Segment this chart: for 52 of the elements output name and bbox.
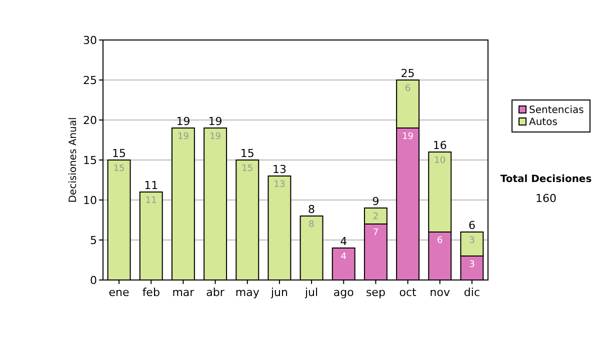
data-label: 3 bbox=[469, 236, 475, 246]
legend-label: Sentencias bbox=[529, 105, 584, 116]
total-label: 9 bbox=[372, 195, 380, 208]
y-tick-label: 30 bbox=[83, 34, 97, 47]
x-tick-label: feb bbox=[142, 286, 160, 299]
total-label: 8 bbox=[308, 203, 316, 216]
total-label: 25 bbox=[400, 67, 415, 80]
data-label: 8 bbox=[308, 220, 315, 230]
data-label: 11 bbox=[145, 196, 157, 206]
x-tick-label: dic bbox=[464, 286, 480, 299]
y-tick-label: 10 bbox=[83, 194, 97, 207]
x-tick-label: may bbox=[235, 286, 260, 299]
y-tick-label: 0 bbox=[90, 274, 97, 287]
total-label: 19 bbox=[208, 115, 222, 128]
x-tick-label: jul bbox=[304, 286, 318, 299]
total-label: 15 bbox=[112, 147, 126, 160]
data-label: 15 bbox=[242, 164, 254, 174]
total-label: 13 bbox=[272, 163, 286, 176]
x-tick-label: jun bbox=[270, 286, 288, 299]
total-label: 15 bbox=[240, 147, 254, 160]
x-tick-label: mar bbox=[172, 286, 195, 299]
total-label: 16 bbox=[432, 139, 447, 152]
data-label: 19 bbox=[210, 132, 222, 142]
y-tick-label: 20 bbox=[83, 114, 97, 127]
data-label: 6 bbox=[404, 84, 411, 94]
total-label: 19 bbox=[176, 115, 190, 128]
total-label: 6 bbox=[468, 219, 476, 232]
data-label: 19 bbox=[402, 132, 414, 142]
legend-label: Autos bbox=[529, 117, 558, 128]
x-tick-label: abr bbox=[206, 286, 225, 299]
text: Total Decisiones bbox=[500, 174, 592, 185]
total-label: 4 bbox=[340, 235, 348, 248]
x-tick-label: ago bbox=[333, 286, 354, 299]
data-label: 10 bbox=[434, 156, 446, 166]
x-tick-label: nov bbox=[430, 286, 450, 299]
y-tick-label: 25 bbox=[83, 74, 97, 87]
data-label: 4 bbox=[340, 252, 347, 262]
data-label: 2 bbox=[372, 212, 379, 222]
text: 160 bbox=[536, 192, 556, 205]
x-tick-label: sep bbox=[366, 286, 386, 299]
data-label: 3 bbox=[469, 260, 475, 270]
data-label: 15 bbox=[113, 164, 125, 174]
total-label: 11 bbox=[144, 179, 158, 192]
x-tick-label: oct bbox=[399, 286, 418, 299]
data-label: 7 bbox=[372, 228, 379, 238]
x-tick-label: ene bbox=[108, 286, 130, 299]
y-axis-title: Decisiones Anual bbox=[68, 117, 79, 203]
y-tick-label: 5 bbox=[90, 234, 97, 247]
data-label: 19 bbox=[177, 132, 190, 142]
y-tick-label: 15 bbox=[83, 154, 97, 167]
data-label: 13 bbox=[274, 180, 286, 190]
data-label: 6 bbox=[437, 236, 444, 246]
